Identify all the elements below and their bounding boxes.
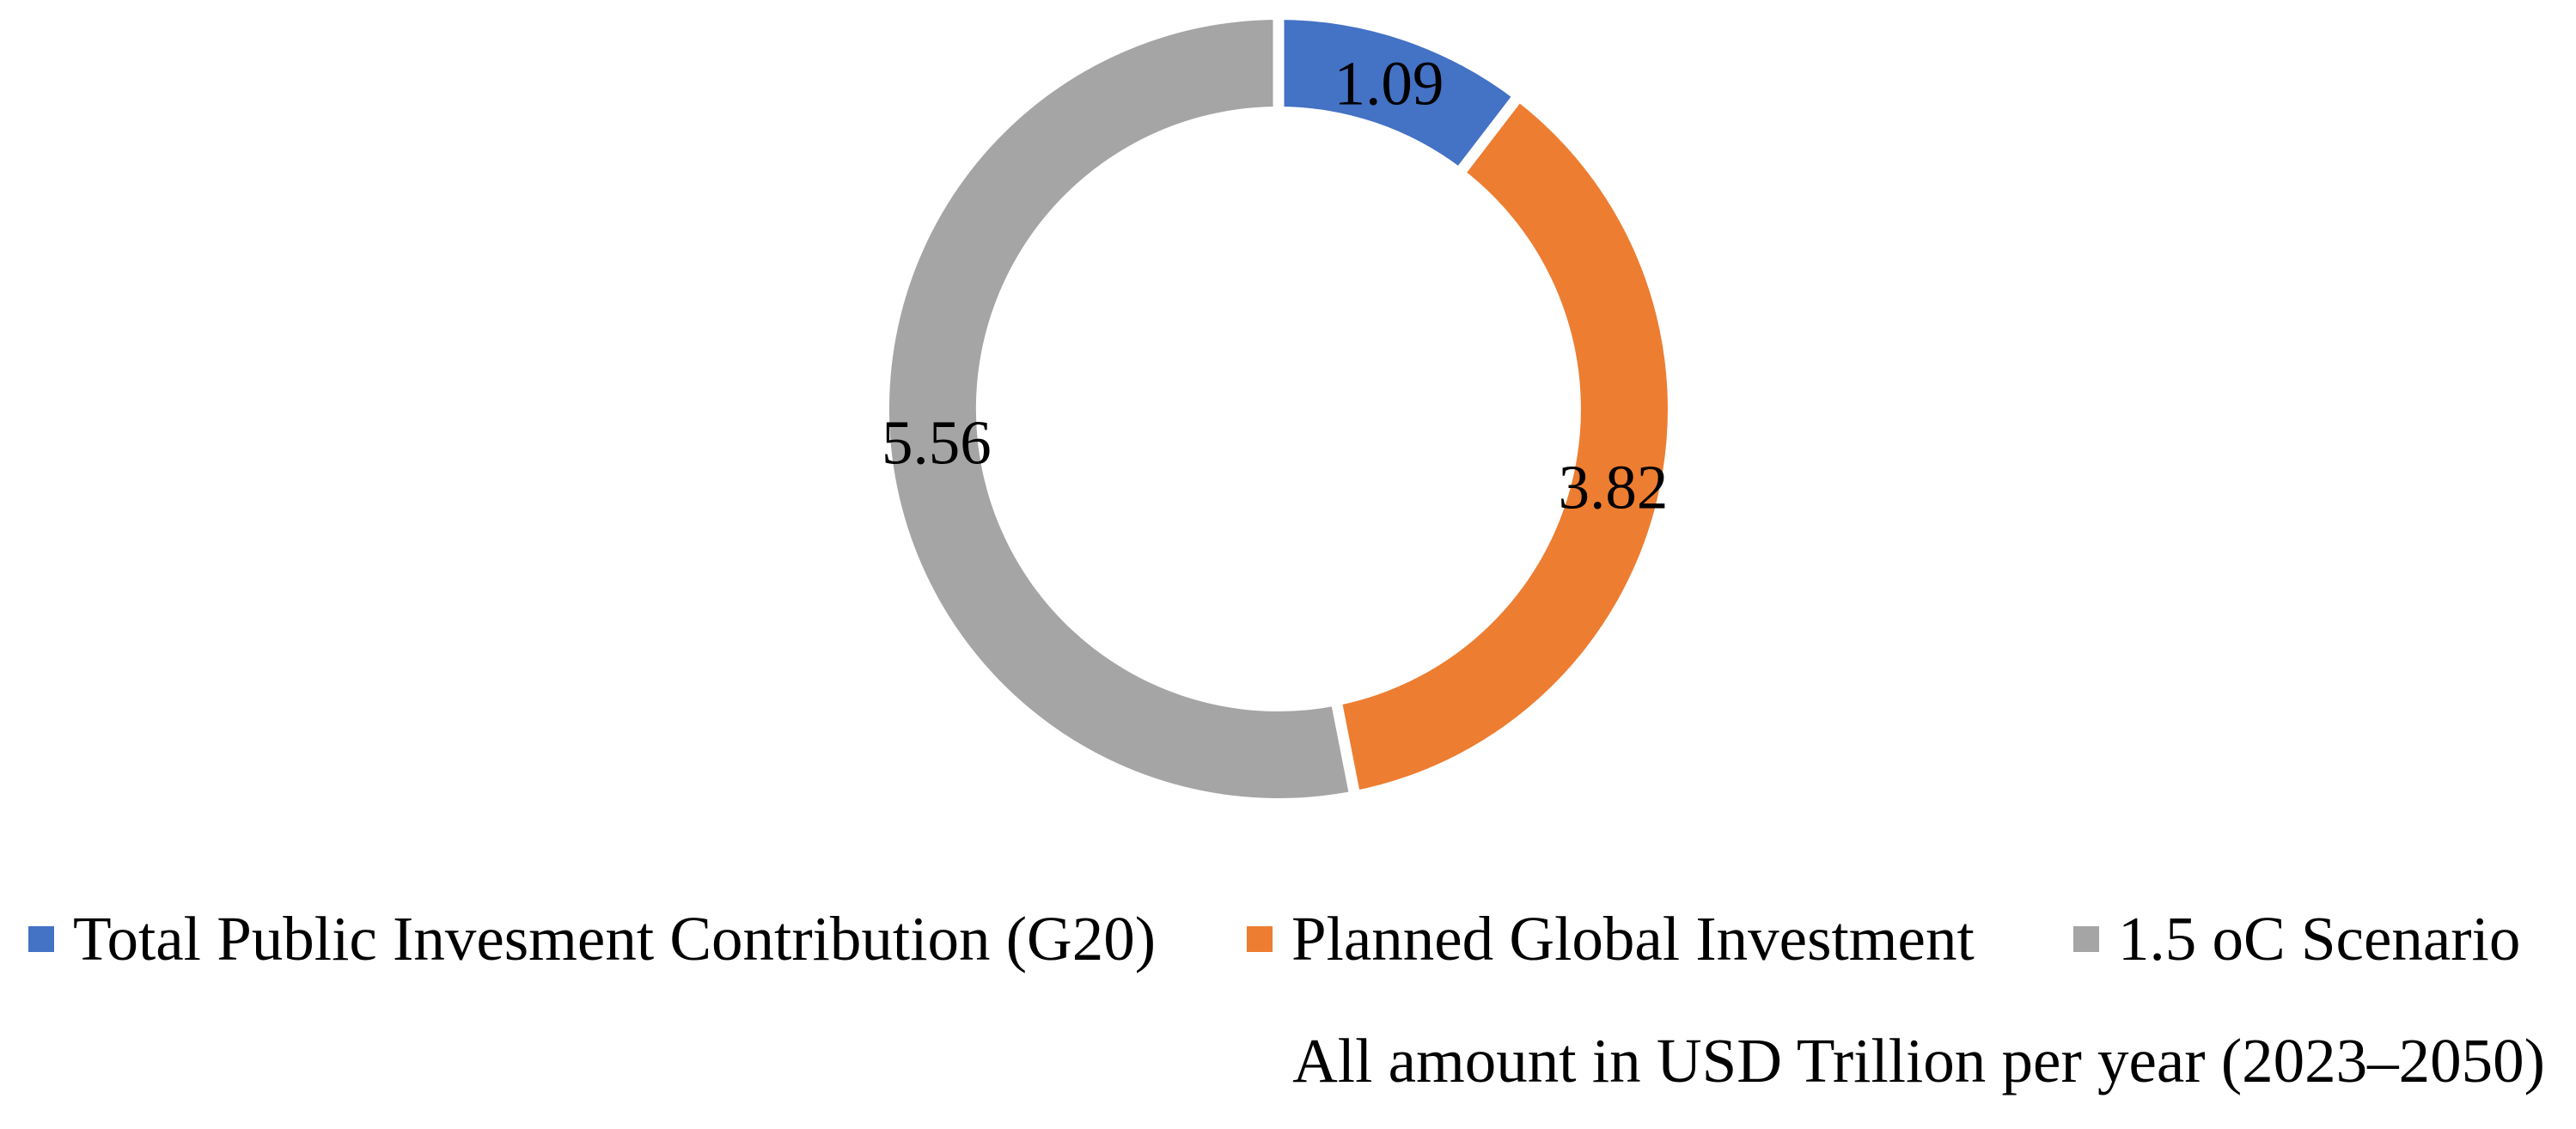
legend-swatch-orange xyxy=(1247,925,1273,952)
donut-slice-1 xyxy=(1337,100,1668,791)
legend-label-1-5-oc-scenario: 1.5 oC Scenario xyxy=(2118,904,2521,973)
slice-value-label-0: 1.09 xyxy=(1334,49,1444,119)
legend-label-total-public-investment-contribution: Total Public Invesment Contribution (G20… xyxy=(73,904,1157,973)
legend-item-1-5-oc-scenario: 1.5 oC Scenario xyxy=(2073,907,2520,970)
donut-slice-0 xyxy=(1279,20,1516,169)
legend-item-total-public-investment-contribution: Total Public Invesment Contribution (G20… xyxy=(28,907,1156,970)
legend-item-planned-global-investment: Planned Global Investment xyxy=(1247,907,1975,970)
slice-value-label-1: 3.82 xyxy=(1559,453,1669,522)
legend-label-planned-global-investment: Planned Global Investment xyxy=(1291,904,1975,973)
slice-value-label-2: 5.56 xyxy=(882,407,992,477)
slice-separator-1 xyxy=(1454,91,1524,178)
donut-slice-2 xyxy=(888,20,1354,798)
unit-note: All amount in USD Trillion per year (202… xyxy=(1292,1026,2545,1095)
legend-swatch-gray xyxy=(2073,925,2099,952)
slice-separator-2 xyxy=(1330,698,1361,799)
legend-swatch-blue xyxy=(28,925,54,952)
